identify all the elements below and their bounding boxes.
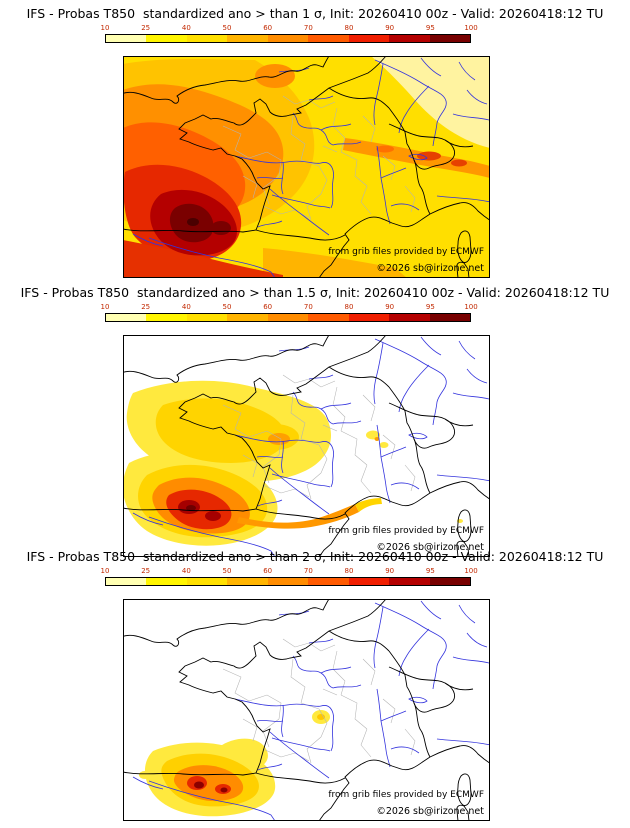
map-title-sigma-1: IFS - Probas T850 standardized ano > tha… bbox=[26, 6, 604, 21]
colorbar-tick: 40 bbox=[181, 24, 191, 32]
colorbar-ticks: 10 25 40 50 60 70 80 90 95 100 bbox=[101, 303, 478, 313]
colorbar-tick: 95 bbox=[425, 303, 435, 311]
colorbar-tick: 10 bbox=[100, 567, 110, 575]
colorbar-bar bbox=[105, 34, 471, 43]
colorbar-ticks: 10 25 40 50 60 70 80 90 95 100 bbox=[101, 24, 478, 34]
colorbar-tick: 50 bbox=[222, 567, 232, 575]
colorbar-segment bbox=[348, 578, 390, 585]
colorbar-tick: 50 bbox=[222, 24, 232, 32]
colorbar-segment bbox=[186, 314, 228, 321]
colorbar-segment bbox=[429, 578, 470, 585]
colorbar-segment bbox=[106, 578, 147, 585]
colorbar-segment bbox=[106, 314, 147, 321]
colorbar-segment bbox=[429, 314, 470, 321]
colorbar-segment bbox=[186, 578, 228, 585]
colorbar-segment bbox=[308, 314, 349, 321]
attribution-text: from grib files provided by ECMWF bbox=[328, 790, 484, 800]
copyright-text: ©2026 sb@irizone.net bbox=[376, 806, 484, 817]
colorbar-segment bbox=[429, 35, 470, 42]
colorbar-bar bbox=[105, 313, 471, 322]
colorbar-bar bbox=[105, 577, 471, 586]
colorbar-tick: 80 bbox=[344, 567, 354, 575]
colorbar-tick: 100 bbox=[464, 303, 478, 311]
colorbar-segment bbox=[106, 35, 147, 42]
colorbar-tick: 10 bbox=[100, 303, 110, 311]
panel-sigma-2: IFS - Probas T850 standardized ano > tha… bbox=[0, 543, 630, 821]
panel-sigma-1-5: IFS - Probas T850 standardized ano > tha… bbox=[0, 279, 630, 557]
map-frame bbox=[123, 335, 490, 557]
map-title-sigma-2: IFS - Probas T850 standardized ano > tha… bbox=[26, 549, 604, 564]
colorbar-segment bbox=[146, 35, 187, 42]
probability-field-sigma-1-5 bbox=[123, 335, 490, 557]
colorbar-tick: 40 bbox=[181, 303, 191, 311]
copyright-text: ©2026 sb@irizone.net bbox=[376, 263, 484, 274]
panel-sigma-1: IFS - Probas T850 standardized ano > tha… bbox=[0, 0, 630, 278]
colorbar-segment bbox=[267, 35, 309, 42]
colorbar-tick: 90 bbox=[385, 24, 395, 32]
colorbar-segment bbox=[389, 314, 430, 321]
map-frame bbox=[123, 599, 490, 821]
colorbar-segment bbox=[389, 35, 430, 42]
attribution-text: from grib files provided by ECMWF bbox=[328, 526, 484, 536]
colorbar-segment bbox=[227, 578, 268, 585]
colorbar-sigma-2: 10 25 40 50 60 70 80 90 95 100 bbox=[101, 567, 478, 586]
probability-blobs bbox=[123, 56, 490, 278]
colorbar-sigma-1: 10 25 40 50 60 70 80 90 95 100 bbox=[101, 24, 478, 43]
copyright-text: ©2026 sb@irizone.net bbox=[376, 542, 484, 553]
colorbar-tick: 100 bbox=[464, 24, 478, 32]
colorbar-segment bbox=[227, 35, 268, 42]
colorbar-segment bbox=[389, 578, 430, 585]
colorbar-segment bbox=[146, 578, 187, 585]
colorbar-tick: 95 bbox=[425, 24, 435, 32]
colorbar-tick: 25 bbox=[141, 567, 151, 575]
colorbar-tick: 60 bbox=[263, 567, 273, 575]
colorbar-tick: 10 bbox=[100, 24, 110, 32]
colorbar-tick: 60 bbox=[263, 303, 273, 311]
probability-blobs bbox=[123, 380, 463, 546]
colorbar-segment bbox=[146, 314, 187, 321]
colorbar-segment bbox=[186, 35, 228, 42]
colorbar-tick: 100 bbox=[464, 567, 478, 575]
colorbar-segment bbox=[308, 578, 349, 585]
attribution-text: from grib files provided by ECMWF bbox=[328, 247, 484, 257]
colorbar-tick: 80 bbox=[344, 303, 354, 311]
colorbar-tick: 90 bbox=[385, 567, 395, 575]
probability-field-sigma-2 bbox=[123, 599, 490, 821]
map-frame bbox=[123, 56, 490, 278]
colorbar-tick: 60 bbox=[263, 24, 273, 32]
colorbar-segment bbox=[227, 314, 268, 321]
colorbar-sigma-1-5: 10 25 40 50 60 70 80 90 95 100 bbox=[101, 303, 478, 322]
colorbar-tick: 70 bbox=[303, 303, 313, 311]
colorbar-tick: 70 bbox=[303, 24, 313, 32]
colorbar-tick: 70 bbox=[303, 567, 313, 575]
colorbar-tick: 50 bbox=[222, 303, 232, 311]
colorbar-tick: 90 bbox=[385, 303, 395, 311]
probability-blobs bbox=[139, 710, 330, 817]
map-sigma-2: from grib files provided by ECMWF ©2026 … bbox=[123, 599, 490, 821]
colorbar-ticks: 10 25 40 50 60 70 80 90 95 100 bbox=[101, 567, 478, 577]
colorbar-tick: 25 bbox=[141, 24, 151, 32]
colorbar-tick: 80 bbox=[344, 24, 354, 32]
colorbar-tick: 95 bbox=[425, 567, 435, 575]
colorbar-tick: 25 bbox=[141, 303, 151, 311]
colorbar-segment bbox=[267, 578, 309, 585]
colorbar-segment bbox=[267, 314, 309, 321]
colorbar-segment bbox=[308, 35, 349, 42]
colorbar-segment bbox=[348, 314, 390, 321]
map-sigma-1-5: from grib files provided by ECMWF ©2026 … bbox=[123, 335, 490, 557]
map-sigma-1: from grib files provided by ECMWF ©2026 … bbox=[123, 56, 490, 278]
map-title-sigma-1-5: IFS - Probas T850 standardized ano > tha… bbox=[20, 285, 610, 300]
probability-field-sigma-1 bbox=[123, 56, 490, 278]
colorbar-tick: 40 bbox=[181, 567, 191, 575]
colorbar-segment bbox=[348, 35, 390, 42]
